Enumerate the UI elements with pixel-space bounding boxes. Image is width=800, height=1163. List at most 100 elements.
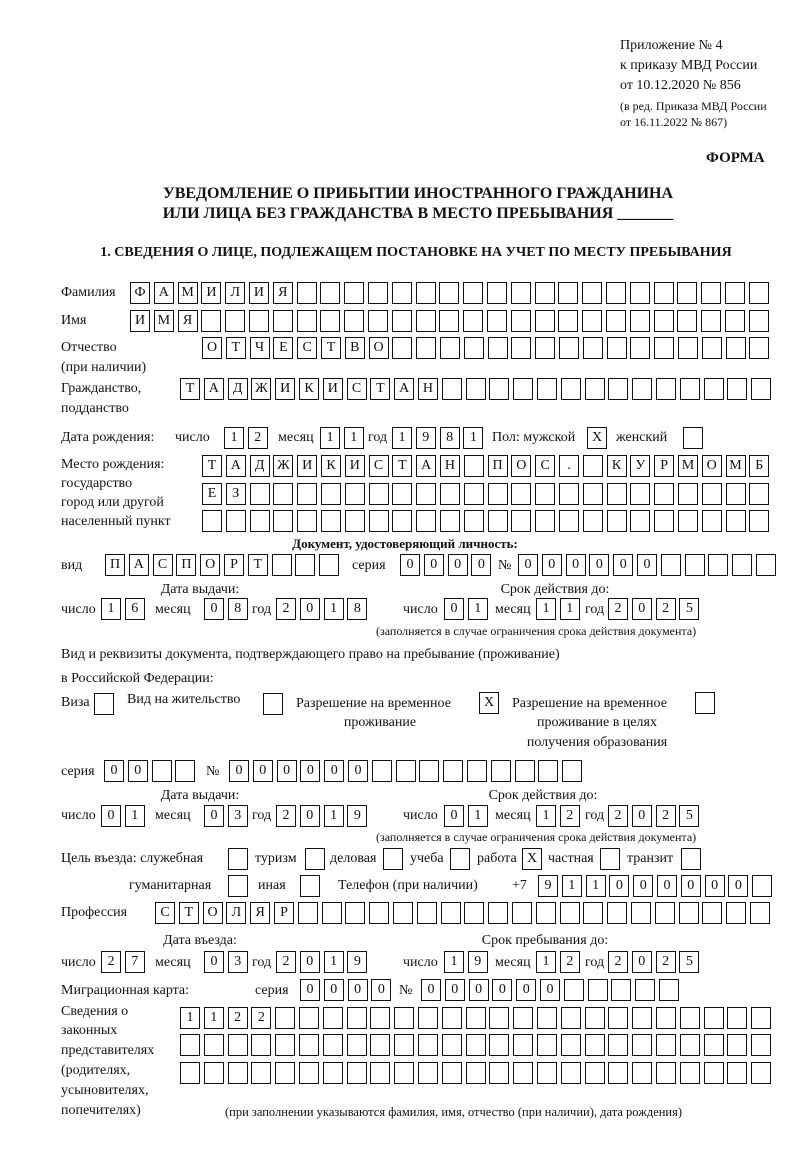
char-cell[interactable] (394, 1062, 415, 1084)
char-cell[interactable]: 8 (227, 598, 248, 620)
char-cell[interactable] (228, 848, 248, 870)
char-cell[interactable] (630, 483, 651, 505)
char-cell[interactable] (416, 902, 437, 924)
char-cell[interactable] (439, 310, 460, 332)
char-cell[interactable] (536, 1062, 557, 1084)
char-cell[interactable]: 0 (423, 554, 444, 576)
char-cell[interactable]: 7 (124, 951, 145, 973)
char-cell[interactable] (368, 510, 389, 532)
char-cell[interactable] (510, 282, 531, 304)
birthplace-field-row-3[interactable] (202, 510, 770, 532)
char-cell[interactable] (202, 510, 222, 532)
char-cell[interactable] (558, 337, 579, 359)
char-cell[interactable]: 1 (124, 805, 145, 827)
char-cell[interactable] (701, 337, 722, 359)
char-cell[interactable]: С (368, 455, 389, 477)
char-cell[interactable] (440, 902, 461, 924)
char-cell[interactable]: 2 (276, 805, 296, 827)
char-cell[interactable]: X (587, 427, 607, 449)
char-cell[interactable]: П (105, 554, 125, 576)
char-cell[interactable] (701, 282, 722, 304)
char-cell[interactable] (727, 1062, 748, 1084)
char-cell[interactable] (441, 1034, 462, 1056)
char-cell[interactable]: 1 (463, 427, 484, 449)
char-cell[interactable] (582, 510, 603, 532)
char-cell[interactable]: П (176, 554, 197, 576)
char-cell[interactable]: И (275, 378, 296, 400)
char-cell[interactable]: 1 (561, 875, 582, 897)
char-cell[interactable] (487, 510, 508, 532)
char-cell[interactable]: 1 (343, 427, 364, 449)
char-cell[interactable] (703, 378, 724, 400)
char-cell[interactable] (490, 760, 511, 782)
char-cell[interactable]: Т (370, 378, 391, 400)
char-cell[interactable]: 0 (444, 598, 464, 620)
char-cell[interactable]: П (487, 455, 508, 477)
char-cell[interactable]: З (225, 483, 246, 505)
char-cell[interactable]: 0 (609, 875, 630, 897)
edu-residence-checkbox[interactable] (695, 692, 715, 714)
char-cell[interactable]: О (200, 554, 221, 576)
char-cell[interactable]: 5 (679, 951, 700, 973)
char-cell[interactable]: Т (320, 337, 341, 359)
char-cell[interactable] (535, 510, 556, 532)
char-cell[interactable] (346, 1007, 367, 1029)
char-cell[interactable] (511, 337, 532, 359)
char-cell[interactable]: И (248, 282, 269, 304)
char-cell[interactable] (367, 310, 388, 332)
char-cell[interactable]: Я (272, 282, 293, 304)
char-cell[interactable]: А (153, 282, 174, 304)
char-cell[interactable] (225, 510, 246, 532)
char-cell[interactable] (465, 1062, 486, 1084)
char-cell[interactable] (630, 902, 651, 924)
purpose-other-checkbox[interactable] (300, 875, 320, 897)
char-cell[interactable] (749, 337, 770, 359)
char-cell[interactable] (749, 510, 770, 532)
char-cell[interactable]: 2 (559, 951, 580, 973)
char-cell[interactable] (305, 848, 325, 870)
temp-residence-checkbox[interactable]: X (479, 692, 499, 714)
char-cell[interactable] (320, 310, 341, 332)
char-cell[interactable]: 0 (101, 805, 121, 827)
char-cell[interactable] (677, 483, 698, 505)
char-cell[interactable]: Я (250, 902, 271, 924)
char-cell[interactable] (751, 378, 772, 400)
char-cell[interactable]: Е (202, 483, 222, 505)
purpose-work-checkbox[interactable]: X (522, 848, 542, 870)
char-cell[interactable] (727, 378, 748, 400)
char-cell[interactable] (608, 1007, 629, 1029)
char-cell[interactable] (606, 510, 627, 532)
char-cell[interactable] (251, 1034, 272, 1056)
char-cell[interactable] (419, 760, 440, 782)
char-cell[interactable]: О (368, 337, 389, 359)
char-cell[interactable]: 1 (101, 598, 121, 620)
char-cell[interactable] (630, 337, 651, 359)
char-cell[interactable] (463, 310, 484, 332)
char-cell[interactable] (395, 760, 416, 782)
char-cell[interactable] (371, 760, 392, 782)
char-cell[interactable]: 0 (204, 951, 224, 973)
char-cell[interactable] (383, 848, 403, 870)
char-cell[interactable] (415, 282, 436, 304)
char-cell[interactable] (368, 483, 389, 505)
char-cell[interactable]: 0 (204, 598, 224, 620)
char-cell[interactable]: У (630, 455, 651, 477)
char-cell[interactable] (225, 310, 246, 332)
char-cell[interactable] (463, 483, 484, 505)
char-cell[interactable]: 0 (300, 760, 321, 782)
char-cell[interactable] (489, 1034, 510, 1056)
char-cell[interactable]: 0 (447, 554, 468, 576)
char-cell[interactable] (678, 902, 699, 924)
char-cell[interactable] (635, 979, 656, 1001)
char-cell[interactable] (701, 510, 722, 532)
char-cell[interactable]: М (153, 310, 174, 332)
char-cell[interactable]: Ф (130, 282, 150, 304)
char-cell[interactable] (724, 310, 745, 332)
